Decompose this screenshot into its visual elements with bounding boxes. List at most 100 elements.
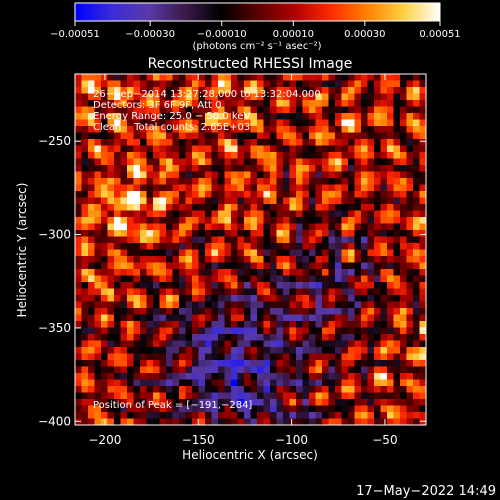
heatmap-cell xyxy=(185,184,193,192)
heatmap-cell xyxy=(315,210,323,218)
heatmap-cell xyxy=(374,386,382,394)
heatmap-cell xyxy=(393,405,401,413)
heatmap-cell xyxy=(406,126,414,134)
heatmap-cell xyxy=(192,334,200,342)
heatmap-cell xyxy=(354,399,362,407)
heatmap-cell xyxy=(185,210,193,218)
heatmap-cell xyxy=(159,178,167,186)
heatmap-cell xyxy=(276,275,284,283)
heatmap-cell xyxy=(283,197,291,205)
heatmap-cell xyxy=(419,113,426,121)
heatmap-cell xyxy=(231,132,239,140)
heatmap-cell xyxy=(88,373,96,381)
heatmap-cell xyxy=(393,236,401,244)
heatmap-cell xyxy=(244,145,252,153)
heatmap-cell xyxy=(302,392,310,400)
heatmap-cell xyxy=(107,386,115,394)
heatmap-cell xyxy=(283,256,291,264)
heatmap-cell xyxy=(387,139,395,147)
heatmap-cell xyxy=(88,191,96,199)
heatmap-cell xyxy=(367,119,375,127)
heatmap-cell xyxy=(205,210,213,218)
heatmap-cell xyxy=(127,379,135,387)
heatmap-cell xyxy=(328,87,336,95)
heatmap-cell xyxy=(114,171,122,179)
heatmap-cell xyxy=(302,269,310,277)
heatmap-cell xyxy=(367,210,375,218)
heatmap-cell xyxy=(361,93,369,101)
heatmap-cell xyxy=(393,308,401,316)
heatmap-cell xyxy=(374,327,382,335)
heatmap-cell xyxy=(419,340,426,348)
heatmap-cell xyxy=(283,386,291,394)
heatmap-cell xyxy=(270,191,278,199)
heatmap-cell xyxy=(380,308,388,316)
heatmap-cell xyxy=(127,366,135,374)
heatmap-cell xyxy=(172,191,180,199)
heatmap-cell xyxy=(250,178,258,186)
heatmap-cell xyxy=(413,171,421,179)
heatmap-cell xyxy=(289,178,297,186)
heatmap-cell xyxy=(283,392,291,400)
heatmap-cell xyxy=(120,373,128,381)
heatmap-cell xyxy=(413,132,421,140)
heatmap-cell xyxy=(250,269,258,277)
heatmap-cell xyxy=(107,139,115,147)
heatmap-cell xyxy=(101,334,109,342)
heatmap-cell xyxy=(289,340,297,348)
heatmap-cell xyxy=(302,256,310,264)
heatmap-cell xyxy=(244,93,252,101)
heatmap-cell xyxy=(218,386,226,394)
heatmap-cell xyxy=(413,269,421,277)
heatmap-cell xyxy=(153,100,161,108)
heatmap-cell xyxy=(211,93,219,101)
heatmap-cell xyxy=(179,139,187,147)
heatmap-cell xyxy=(218,308,226,316)
heatmap-cell xyxy=(133,275,141,283)
heatmap-cell xyxy=(406,204,414,212)
heatmap-cell xyxy=(231,80,239,88)
heatmap-cell xyxy=(140,132,148,140)
heatmap-cell xyxy=(120,243,128,251)
heatmap-cell xyxy=(296,347,304,355)
heatmap-cell xyxy=(250,282,258,290)
heatmap-cell xyxy=(413,93,421,101)
heatmap-cell xyxy=(367,113,375,121)
heatmap-cell xyxy=(231,178,239,186)
heatmap-cell xyxy=(276,392,284,400)
heatmap-cell xyxy=(88,282,96,290)
heatmap-cell xyxy=(94,80,102,88)
colorbar-tick-label: 0.00030 xyxy=(344,29,385,40)
heatmap-cell xyxy=(400,256,408,264)
heatmap-cell xyxy=(315,74,323,82)
heatmap-cell xyxy=(341,340,349,348)
heatmap-cell xyxy=(153,418,161,425)
heatmap-cell xyxy=(179,262,187,270)
heatmap-cell xyxy=(276,184,284,192)
heatmap-cell xyxy=(348,301,356,309)
heatmap-cell xyxy=(348,366,356,374)
heatmap-cell xyxy=(348,171,356,179)
heatmap-cell xyxy=(231,366,239,374)
heatmap-cell xyxy=(231,301,239,309)
heatmap-cell xyxy=(133,230,141,238)
heatmap-cell xyxy=(276,230,284,238)
heatmap-cell xyxy=(237,87,245,95)
heatmap-cell xyxy=(237,223,245,231)
heatmap-cell xyxy=(75,93,83,101)
heatmap-cell xyxy=(335,204,343,212)
heatmap-cell xyxy=(237,347,245,355)
heatmap-cell xyxy=(192,74,200,82)
heatmap-cell xyxy=(315,236,323,244)
heatmap-cell xyxy=(322,418,330,425)
heatmap-cell xyxy=(231,379,239,387)
heatmap-cell xyxy=(94,87,102,95)
heatmap-cell xyxy=(322,184,330,192)
heatmap-cell xyxy=(296,100,304,108)
heatmap-cell xyxy=(172,197,180,205)
heatmap-cell xyxy=(205,418,213,425)
heatmap-cell xyxy=(413,282,421,290)
heatmap-cell xyxy=(166,113,174,121)
heatmap-cell xyxy=(107,132,115,140)
heatmap-cell xyxy=(166,288,174,296)
